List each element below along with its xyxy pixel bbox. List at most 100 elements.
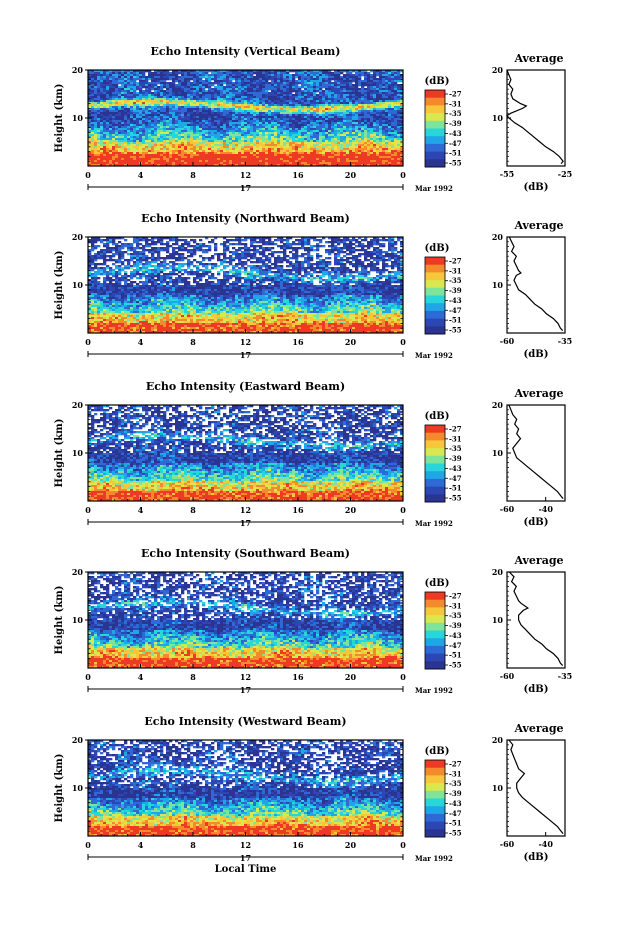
- heatmap-cell: [364, 142, 367, 144]
- heatmap-cell: [229, 86, 232, 88]
- heatmap-cell: [325, 112, 328, 114]
- heatmap-cell: [193, 148, 196, 150]
- heatmap-cell: [220, 80, 223, 82]
- heatmap-cell: [214, 146, 217, 148]
- heatmap-cell: [97, 152, 100, 154]
- heatmap-cell: [379, 80, 382, 82]
- heatmap-cell: [106, 154, 109, 156]
- heatmap-cell: [370, 88, 373, 90]
- heatmap-cell: [202, 114, 205, 116]
- heatmap-cell: [169, 102, 172, 104]
- heatmap-cell: [361, 152, 364, 154]
- heatmap-cell: [268, 78, 271, 80]
- heatmap-cell: [127, 154, 130, 156]
- heatmap-cell: [121, 74, 124, 76]
- heatmap-cell: [259, 122, 262, 124]
- heatmap-cell: [376, 140, 379, 142]
- heatmap-cell: [133, 118, 136, 120]
- heatmap-cell: [142, 120, 145, 122]
- heatmap-cell: [181, 136, 184, 138]
- heatmap-cell: [247, 150, 250, 152]
- heatmap-cell: [190, 98, 193, 100]
- heatmap-cell: [340, 158, 343, 160]
- heatmap-cell: [325, 144, 328, 146]
- heatmap-cell: [133, 156, 136, 158]
- heatmap-cell: [283, 146, 286, 148]
- heatmap-cell: [115, 120, 118, 122]
- heatmap-cell: [289, 82, 292, 84]
- heatmap-cell: [157, 148, 160, 150]
- heatmap-cell: [163, 92, 166, 94]
- heatmap-cell: [319, 160, 322, 162]
- heatmap-cell: [148, 154, 151, 156]
- heatmap-cell: [328, 158, 331, 160]
- heatmap-cell: [262, 156, 265, 158]
- heatmap-cell: [109, 96, 112, 98]
- heatmap-cell: [118, 156, 121, 158]
- heatmap-cell: [109, 126, 112, 128]
- heatmap-cell: [388, 112, 391, 114]
- heatmap-cell: [211, 154, 214, 156]
- heatmap-cell: [199, 142, 202, 144]
- heatmap-cell: [271, 78, 274, 80]
- heatmap-cell: [223, 156, 226, 158]
- heatmap-cell: [238, 124, 241, 126]
- heatmap-cell: [295, 124, 298, 126]
- heatmap-cell: [343, 150, 346, 152]
- heatmap-cell: [118, 132, 121, 134]
- heatmap-cell: [166, 134, 169, 136]
- heatmap-cell: [271, 122, 274, 124]
- heatmap-cell: [364, 160, 367, 162]
- heatmap-cell: [97, 112, 100, 114]
- heatmap-cell: [301, 150, 304, 152]
- heatmap-cell: [139, 88, 142, 90]
- heatmap-cell: [298, 134, 301, 136]
- heatmap-cell: [97, 100, 100, 102]
- heatmap-cell: [184, 112, 187, 114]
- heatmap-cell: [178, 136, 181, 138]
- heatmap-cell: [226, 138, 229, 140]
- heatmap-cell: [175, 84, 178, 86]
- heatmap-cell: [262, 130, 265, 132]
- heatmap-cell: [166, 90, 169, 92]
- heatmap-cell: [352, 126, 355, 128]
- heatmap-cell: [190, 78, 193, 80]
- heatmap-cell: [292, 154, 295, 156]
- heatmap-cell: [109, 114, 112, 116]
- heatmap-cell: [232, 92, 235, 94]
- heatmap-cell: [238, 122, 241, 124]
- heatmap-cell: [397, 120, 400, 122]
- heatmap-cell: [199, 82, 202, 84]
- heatmap-cell: [226, 150, 229, 152]
- heatmap-cell: [148, 108, 151, 110]
- heatmap-cell: [130, 140, 133, 142]
- heatmap-cell: [124, 96, 127, 98]
- heatmap-cell: [364, 106, 367, 108]
- heatmap-cell: [115, 140, 118, 142]
- heatmap-cell: [262, 148, 265, 150]
- heatmap-cell: [322, 162, 325, 164]
- heatmap-cell: [298, 120, 301, 122]
- heatmap-cell: [367, 156, 370, 158]
- heatmap-cell: [154, 136, 157, 138]
- heatmap-cell: [187, 104, 190, 106]
- heatmap-cell: [190, 76, 193, 78]
- heatmap-cell: [277, 144, 280, 146]
- heatmap-cell: [289, 104, 292, 106]
- heatmap-cell: [145, 124, 148, 126]
- heatmap-cell: [202, 160, 205, 162]
- heatmap-cell: [340, 110, 343, 112]
- heatmap-cell: [235, 98, 238, 100]
- heatmap-cell: [388, 142, 391, 144]
- heatmap-cell: [127, 138, 130, 140]
- heatmap-cell: [379, 152, 382, 154]
- heatmap-cell: [274, 84, 277, 86]
- heatmap-cell: [175, 106, 178, 108]
- heatmap-cell: [358, 138, 361, 140]
- heatmap-cell: [115, 148, 118, 150]
- heatmap-cell: [103, 132, 106, 134]
- heatmap-cell: [358, 84, 361, 86]
- heatmap-cell: [229, 78, 232, 80]
- heatmap-cell: [103, 74, 106, 76]
- heatmap-cell: [208, 134, 211, 136]
